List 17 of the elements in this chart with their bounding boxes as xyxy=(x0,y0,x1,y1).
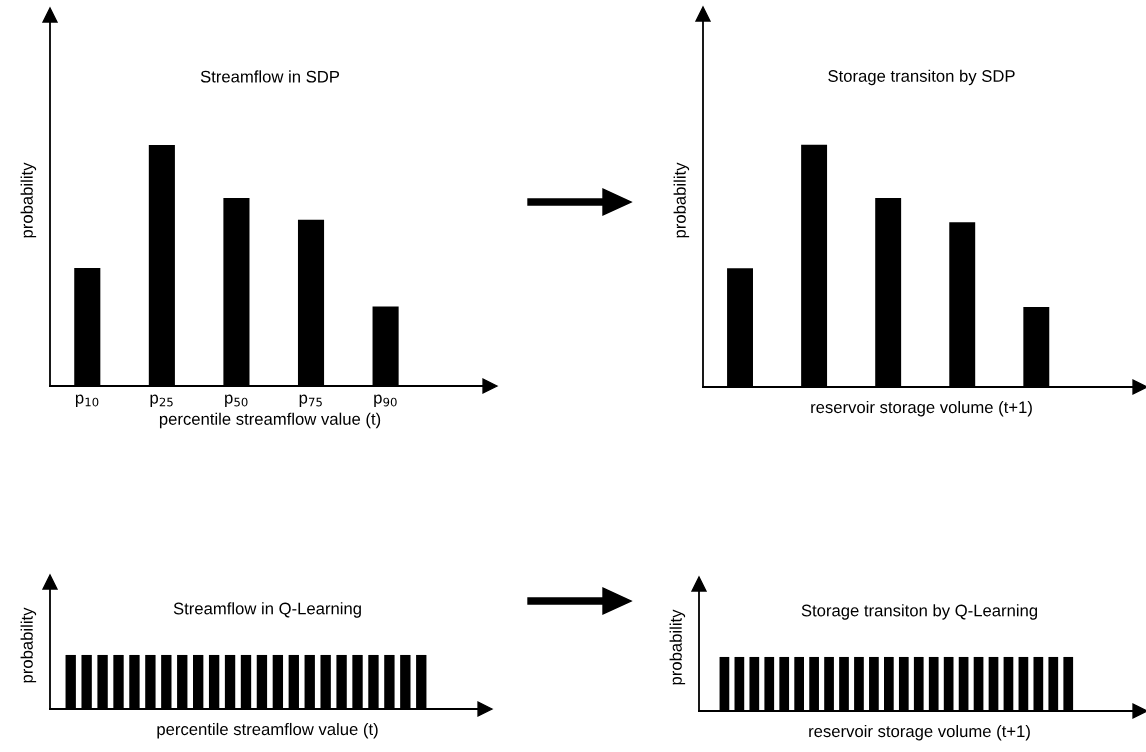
x-tick-label: p$_{10}$ xyxy=(75,394,99,408)
x-axis-title: reservoir storage volume (t+1) xyxy=(811,400,1032,417)
x-tick-label: p$_{75}$ xyxy=(299,394,322,408)
x-tick-label: p$_{50}$ xyxy=(225,394,248,408)
chart-title: Streamflow in SDP xyxy=(200,70,340,83)
y-axis-title: probability xyxy=(20,607,37,683)
chart-title: Storage transiton by SDP xyxy=(828,69,1015,86)
x-axis-title: percentile streamflow value (t) xyxy=(159,412,381,429)
x-axis-title: percentile streamflow value (t) xyxy=(157,722,378,739)
chart-title: Streamflow in Q-Learning xyxy=(173,602,361,618)
x-axis-title: reservoir storage volume (t+1) xyxy=(809,724,1030,741)
x-tick-label: p$_{25}$ xyxy=(150,394,173,408)
x-tick-label: p$_{90}$ xyxy=(374,394,397,408)
y-axis-title: probability xyxy=(669,609,686,685)
chart-title: Storage transiton by Q-Learning xyxy=(801,604,1038,620)
y-axis-title: probability xyxy=(20,162,37,238)
y-axis-title: probability xyxy=(673,162,690,238)
